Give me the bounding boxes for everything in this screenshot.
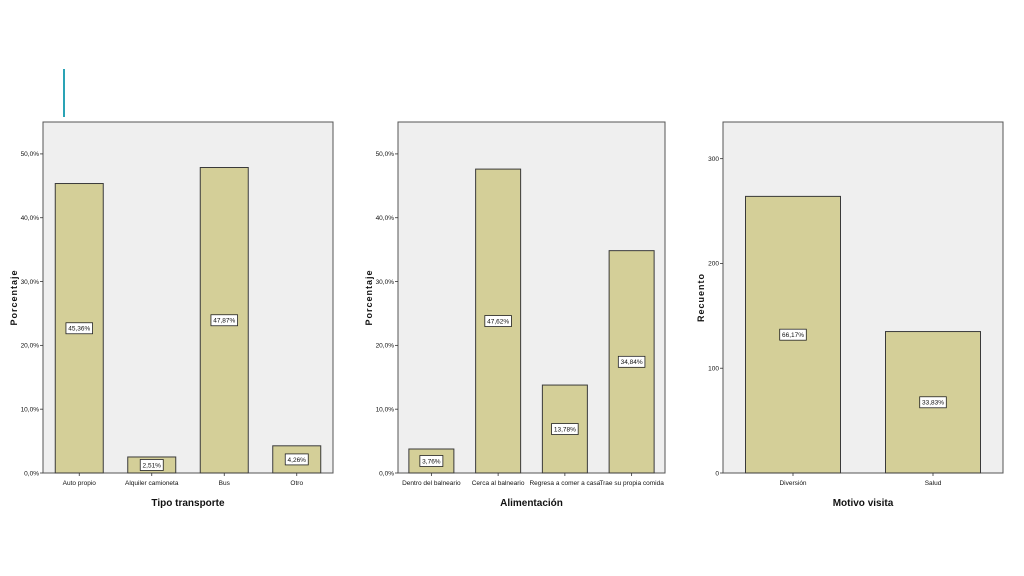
y-axis-title: Recuento: [696, 273, 706, 322]
data-label: 47,87%: [213, 318, 235, 325]
x-axis-title: Tipo transporte: [151, 498, 225, 509]
data-label-box: [779, 328, 807, 341]
chart-3: 0 100 200 300 Diversión 66,17% Salud 33,83% Moti…: [696, 121, 1004, 509]
y-tick-label: 30,0%: [376, 279, 395, 286]
y-tick-label: 20,0%: [376, 343, 395, 350]
y-axis-title: Porcentaje: [9, 269, 19, 325]
x-tick-label: Alquiler camioneta: [125, 480, 179, 487]
y-tick-label: 40,0%: [21, 215, 40, 222]
y-axis-title: Porcentaje: [364, 269, 374, 325]
data-label: 47,62%: [487, 318, 509, 325]
x-tick-label: Cerca al balneario: [472, 480, 525, 487]
y-tick-label: 0: [715, 470, 719, 477]
x-tick-label: Salud: [925, 480, 942, 487]
y-tick-label: 50,0%: [21, 151, 40, 158]
data-label: 3,76%: [422, 458, 441, 465]
x-tick-label: Trae su propia comida: [599, 480, 664, 487]
data-label-box: [65, 322, 93, 335]
data-label-box: [919, 396, 947, 409]
x-axis-title: Alimentación: [500, 498, 563, 509]
x-tick-label: Auto propio: [63, 480, 97, 487]
data-label: 66,17%: [782, 332, 804, 339]
x-axis-title: Motivo visita: [833, 498, 894, 509]
data-label: 33,83%: [922, 400, 944, 407]
y-tick-label: 50,0%: [376, 151, 395, 158]
x-tick-label: Otro: [290, 480, 303, 487]
x-tick-label: Regresa a comer a casa: [529, 480, 600, 487]
data-label: 2,51%: [143, 462, 162, 469]
chart-2: 0,0% 10,0% 20,0% 30,0% 40,0% 50,0% Dentro del …: [364, 121, 666, 509]
bar: [272, 445, 322, 474]
y-tick-label: 200: [708, 261, 719, 268]
data-label-box: [284, 453, 309, 466]
data-label: 13,78%: [554, 426, 576, 433]
data-label-box: [139, 459, 164, 471]
y-tick-label: 0,0%: [379, 470, 394, 477]
accent-line: [63, 69, 65, 117]
data-label-box: [210, 314, 238, 327]
x-tick-label: Dentro del balneario: [402, 480, 461, 487]
data-label-box: [419, 455, 444, 467]
y-tick-label: 20,0%: [21, 343, 40, 350]
y-tick-label: 10,0%: [21, 406, 40, 413]
data-label-box: [551, 423, 579, 435]
y-tick-label: 40,0%: [376, 215, 395, 222]
x-tick-label: Diversión: [779, 480, 806, 487]
data-label: 4,26%: [288, 457, 307, 464]
data-label-box: [484, 315, 512, 327]
y-tick-label: 10,0%: [376, 406, 395, 413]
chart-1: 0,0% 10,0% 20,0% 30,0% 40,0% 50,0% Auto propio…: [9, 121, 334, 509]
y-tick-label: 30,0%: [21, 279, 40, 286]
data-label: 34,84%: [621, 359, 643, 366]
data-label: 45,36%: [68, 326, 90, 333]
data-label-box: [617, 355, 646, 368]
x-tick-label: Bus: [219, 480, 231, 487]
y-tick-label: 100: [708, 366, 719, 373]
y-tick-label: 0,0%: [24, 470, 39, 477]
y-tick-label: 300: [708, 156, 719, 163]
